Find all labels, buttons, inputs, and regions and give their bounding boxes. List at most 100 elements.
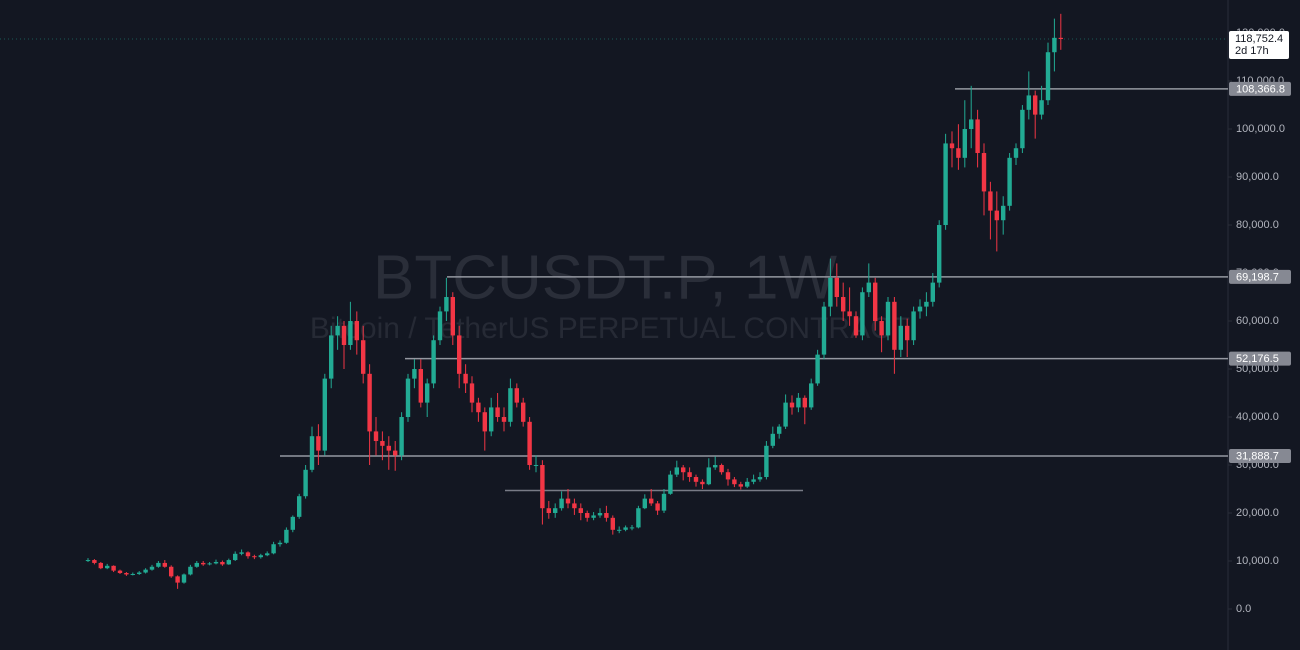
candle-body [725,472,731,480]
level-label: 52,176.5 [1236,353,1279,365]
candle-body [732,479,737,485]
candle-body [770,433,775,446]
candle-body [361,340,366,374]
candle-body [661,493,667,511]
candle-body [143,569,148,573]
candle-body [380,441,385,446]
candle-body [949,143,955,149]
candle-body [258,555,263,558]
candle-body [527,421,532,466]
level-label-box [1229,351,1291,366]
candle-body [85,560,91,562]
candle-body [117,570,123,574]
candle-body [879,321,884,336]
candle-body [911,311,916,341]
candle-body [533,465,539,467]
candle-body [162,562,167,567]
candle-body [834,277,839,298]
y-tick-label: 0.0 [1236,603,1251,615]
candle-body [514,388,519,403]
candle-body [393,450,398,456]
candle-body [847,311,852,317]
candle-body [425,383,430,403]
candle-body [431,340,436,384]
level-label-box [1229,448,1291,463]
candle-body [777,426,782,434]
candle-body [124,573,129,575]
candle-body [399,417,404,456]
candle-body [329,335,334,379]
candle-body [828,277,833,307]
candle-body [418,369,423,403]
candle-body [156,562,161,567]
candle-body [885,301,891,336]
candle-body [169,566,174,577]
candle-body [687,472,692,478]
candle-body [962,129,967,158]
candle-body [149,566,155,570]
candle-body [937,225,942,283]
candle-body [1058,37,1063,40]
candle-body [207,563,212,565]
y-tick-label: 10,000.0 [1236,555,1279,567]
candle-body [348,321,353,346]
candle-body [373,431,379,442]
candle-body [853,316,859,336]
candle-body [1013,148,1019,158]
candle-body [444,297,449,312]
candle-body [860,292,865,336]
candle-body [482,412,487,432]
candle-body [969,119,974,130]
countdown-label: 2d 17h [1235,45,1269,57]
candle-body [239,552,244,554]
candle-body [405,378,411,418]
candle-body [130,573,135,575]
candle-body [604,513,609,518]
candle-body [751,479,756,482]
candle-body [764,445,769,478]
candle-body [457,335,462,374]
candle-body [1052,37,1057,53]
candle-body [585,513,590,518]
candle-body [175,576,180,583]
candle-body [553,508,558,514]
y-tick-label: 60,000.0 [1236,315,1279,327]
candle-body [354,321,359,341]
candle-body [629,527,635,529]
candle-body [981,153,987,192]
candle-body [1033,95,1038,115]
candle-body [681,467,686,473]
candle-body [111,565,116,571]
candle-body [841,297,846,312]
y-tick-label: 90,000.0 [1236,171,1279,183]
candle-body [892,301,897,350]
candle-body [367,373,372,432]
candle-body [1001,205,1006,221]
candle-body [265,553,270,556]
candle-body [930,282,935,302]
candle-body [213,561,219,564]
candle-body [924,301,929,307]
candle-body [450,297,455,336]
candle-body [649,498,654,504]
candle-body [546,508,551,514]
candle-body [476,402,481,413]
candle-body [194,562,199,567]
candle-body [783,402,788,427]
candle-body [866,282,871,293]
candle-body [559,498,564,509]
candle-body [105,565,110,569]
candle-body [668,474,673,494]
y-tick-label: 80,000.0 [1236,219,1279,231]
candle-body [572,503,577,509]
candle-body [713,465,718,468]
candle-body [745,481,750,487]
candle-body [489,407,494,432]
candle-body [975,119,980,154]
candle-body [757,477,763,480]
candle-body [284,529,289,543]
candle-body [181,574,187,583]
